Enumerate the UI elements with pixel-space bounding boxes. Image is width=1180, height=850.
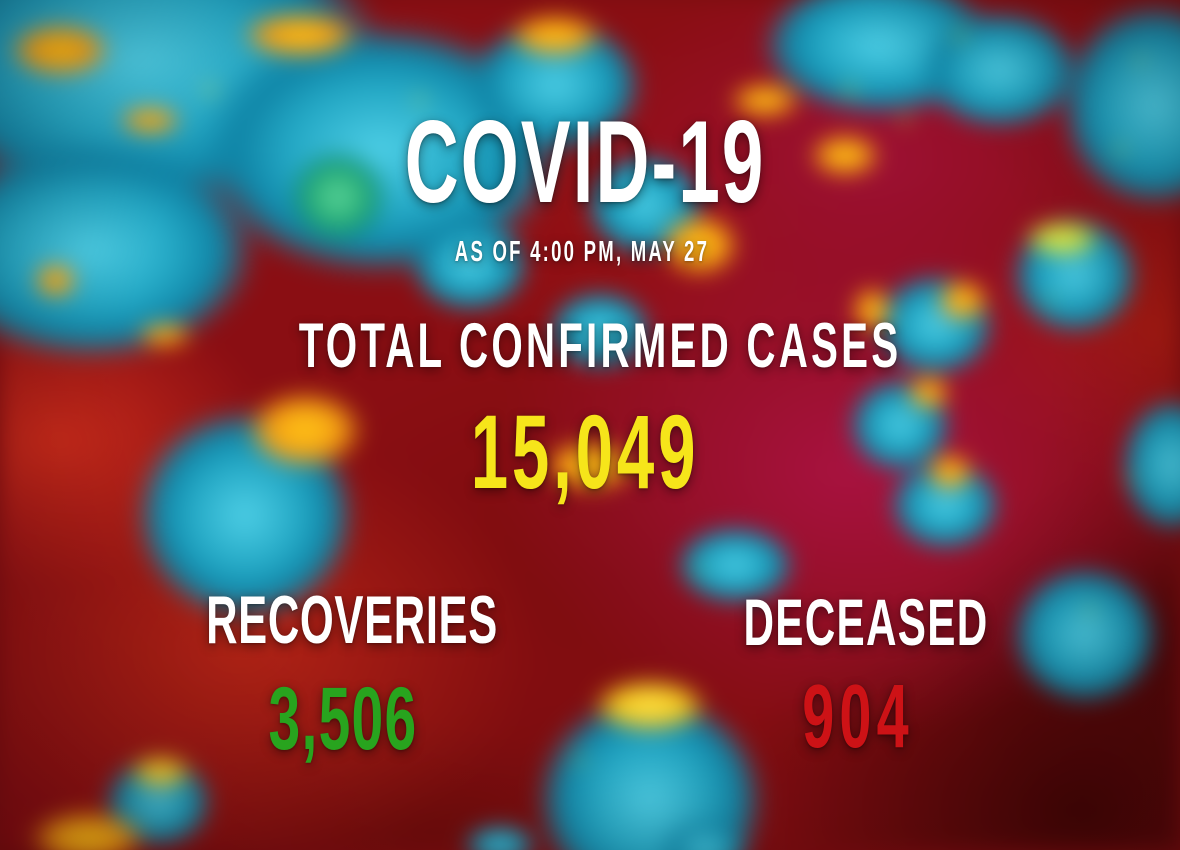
fleck: [950, 25, 970, 45]
fleck: [1111, 141, 1129, 159]
deceased-value: 904: [771, 672, 945, 762]
spike-patch: [130, 320, 200, 350]
spike-patch-yellow: [123, 752, 198, 792]
spike-patch: [720, 78, 810, 123]
deceased-value-text: 904: [802, 667, 914, 767]
virus-particle: [535, 280, 665, 380]
spike-patch: [28, 258, 83, 303]
spike-patch: [530, 433, 650, 498]
fleck: [896, 111, 914, 129]
spike-patch-yellow: [580, 673, 720, 738]
virus-particle: [660, 515, 810, 615]
total-cases-value-text: 15,049: [470, 394, 700, 511]
spike-patch: [800, 128, 890, 183]
recoveries-value: 3,506: [227, 674, 460, 763]
virus-particle-green: [279, 141, 397, 253]
spike-patch: [847, 280, 897, 340]
fleck: [1132, 52, 1148, 68]
as-of-timestamp: AS OF 4:00 PM, MAY 27: [383, 238, 780, 267]
total-cases-label: TOTAL CONFIRMED CASES: [129, 315, 1071, 378]
spike-patch: [650, 205, 750, 285]
recoveries-label-text: RECOVERIES: [206, 582, 498, 658]
spike-patch: [920, 448, 980, 496]
fleck: [411, 91, 429, 109]
total-cases-value: 15,049: [406, 400, 763, 505]
virus-particle: [395, 205, 545, 325]
fleck: [200, 80, 220, 100]
fleck: [572, 752, 588, 768]
spike-patch: [110, 103, 190, 138]
deceased-label-text: DECEASED: [743, 585, 989, 659]
spike-patch: [495, 8, 615, 63]
total-cases-label-text: TOTAL CONFIRMED CASES: [298, 311, 902, 381]
fleck: [1043, 293, 1057, 307]
spike-patch: [230, 380, 380, 480]
recoveries-label: RECOVERIES: [124, 586, 580, 654]
fleck: [692, 562, 706, 576]
title-text: COVID-19: [404, 96, 766, 227]
spike-patch: [225, 5, 375, 65]
virus-particle: [992, 547, 1178, 723]
fleck: [840, 80, 860, 100]
fleck: [1122, 472, 1136, 486]
deceased-label: DECEASED: [675, 589, 1058, 655]
spike-patch: [930, 273, 995, 328]
page-title: COVID-19: [303, 103, 867, 220]
spike-patch: [901, 370, 956, 415]
spike-patch: [0, 15, 125, 85]
spike-patch-yellow: [1015, 216, 1110, 261]
fleck: [1082, 602, 1098, 618]
as-of-text: AS OF 4:00 PM, MAY 27: [454, 236, 710, 268]
recoveries-value-text: 3,506: [268, 668, 418, 768]
